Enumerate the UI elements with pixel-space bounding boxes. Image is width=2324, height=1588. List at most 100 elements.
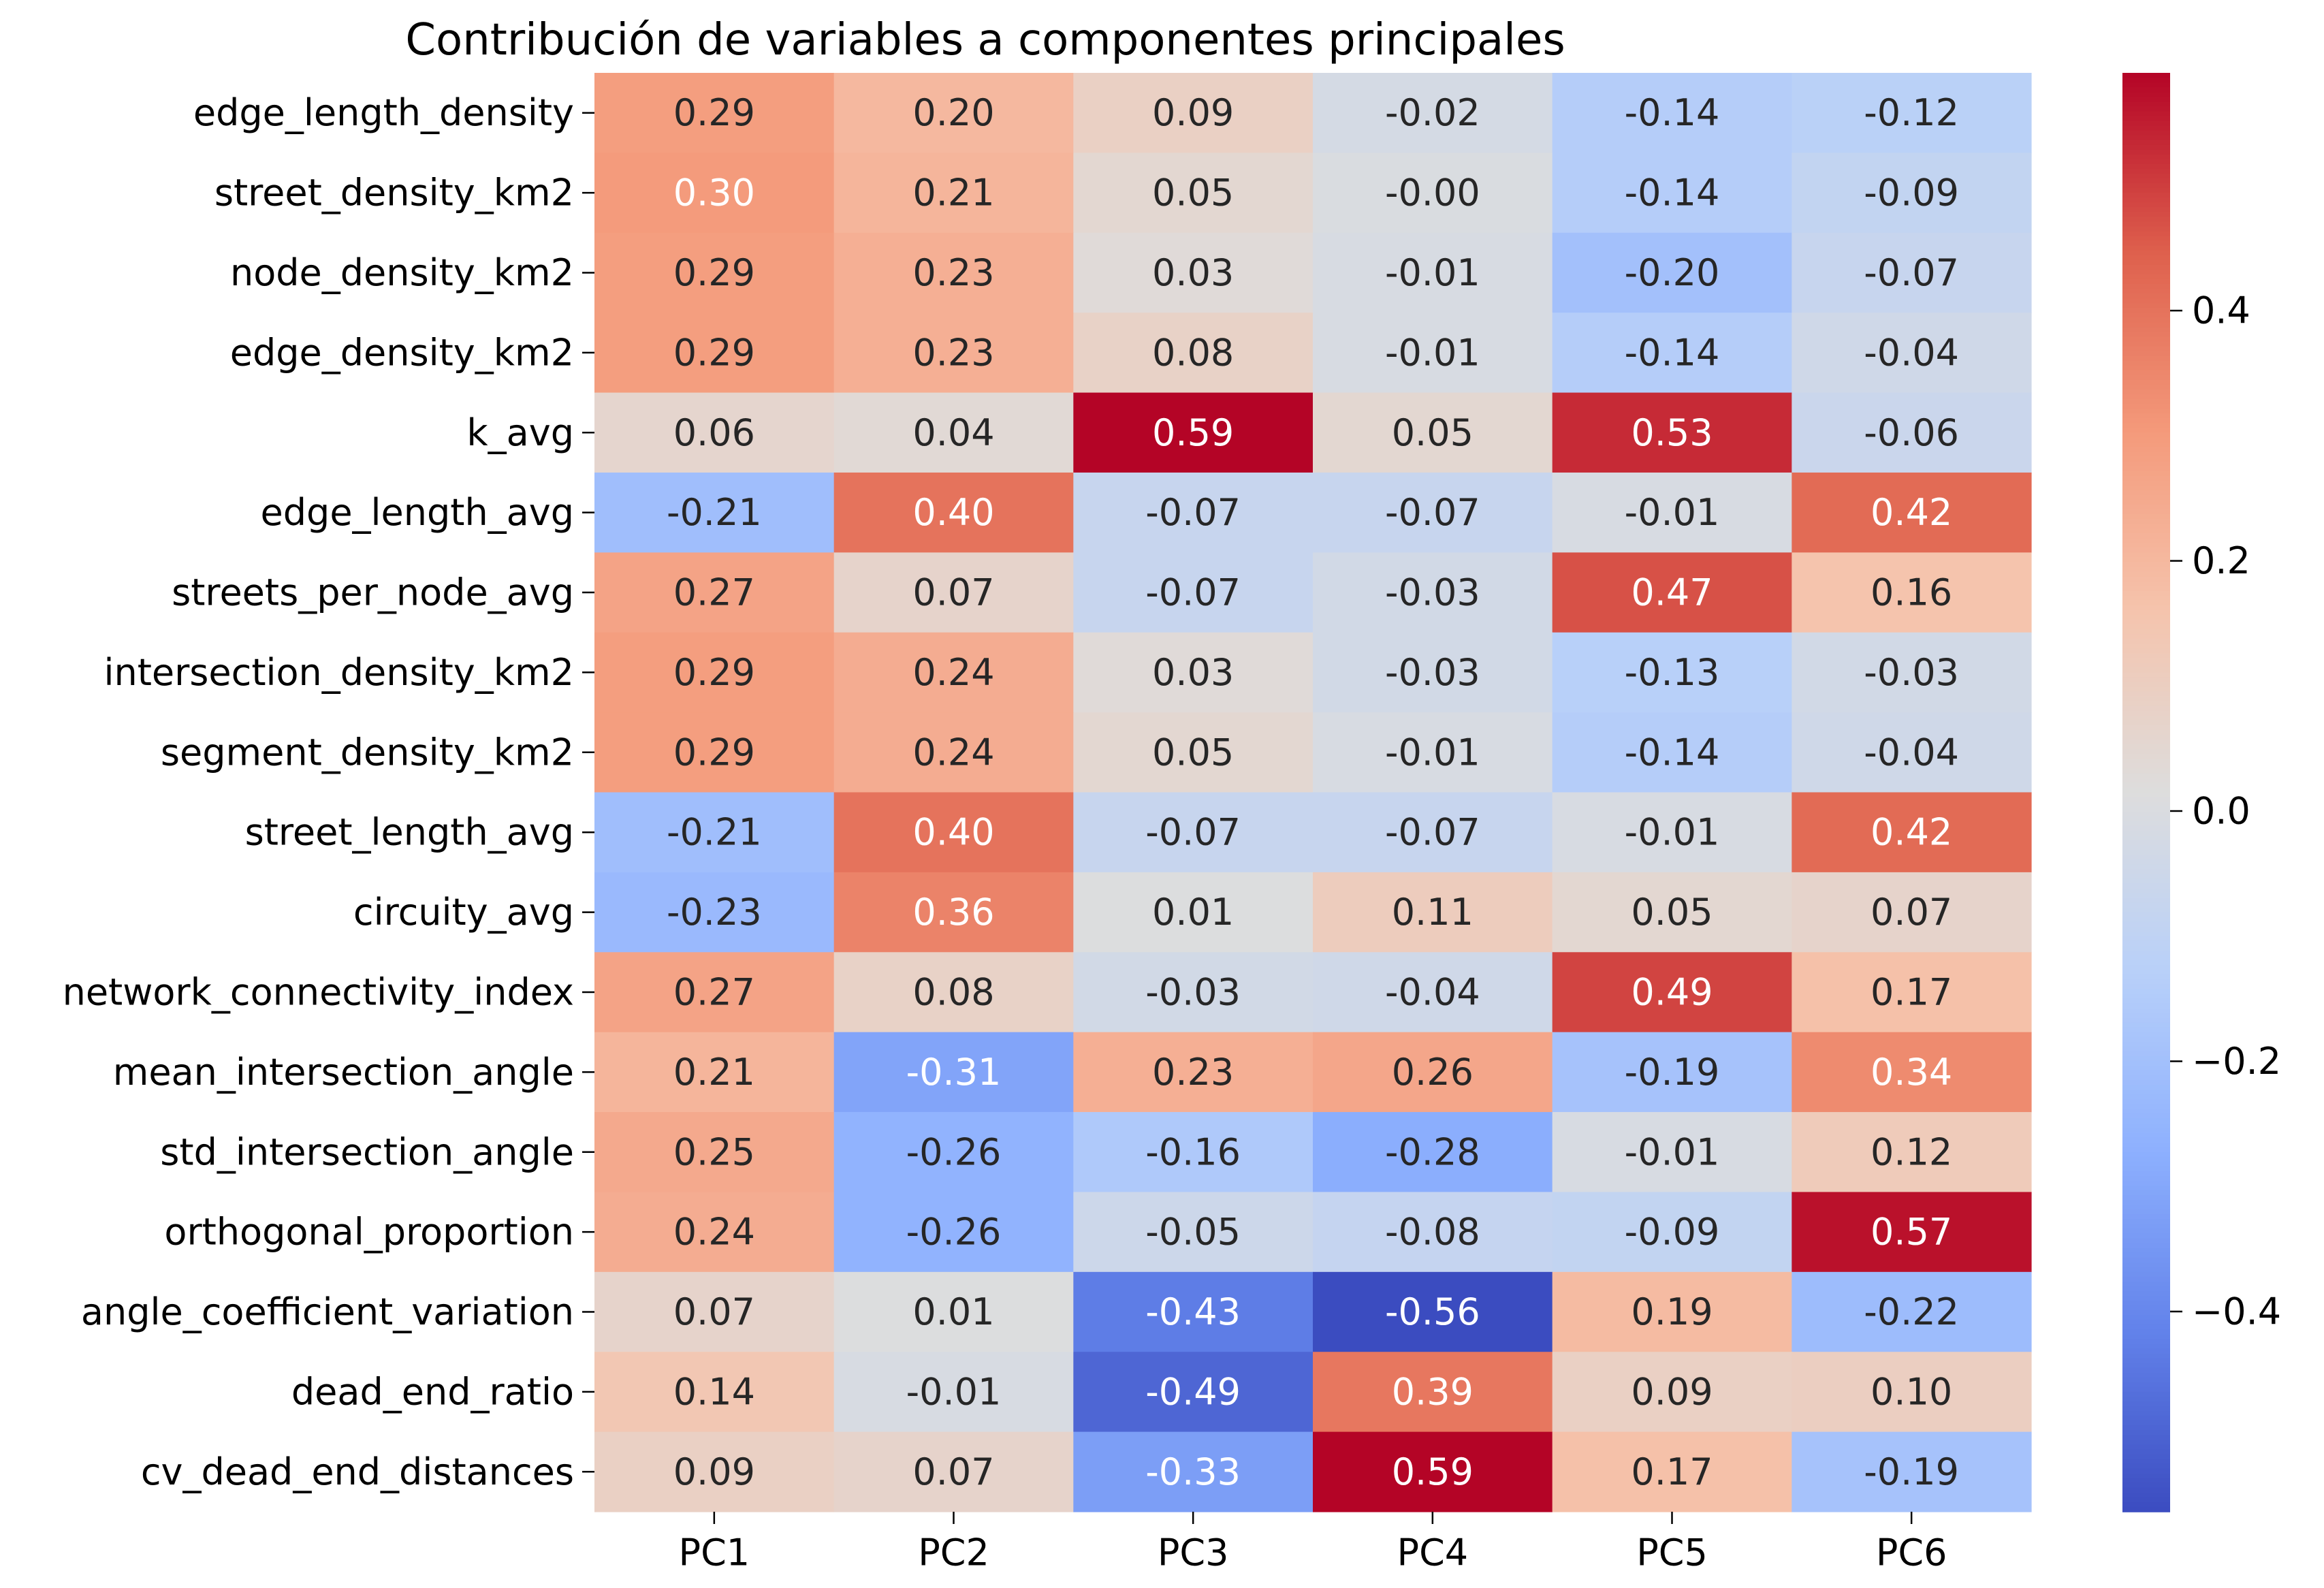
heatmap-cell — [833, 552, 1074, 633]
cell-value-label: -0.07 — [1145, 491, 1241, 534]
colorbar-tick-label: 0.0 — [2192, 790, 2250, 833]
heatmap-cell — [594, 1192, 835, 1273]
heatmap-cell — [594, 632, 835, 713]
colorbar-strip — [2122, 1132, 2170, 1139]
cell-value-label: 0.39 — [1392, 1370, 1474, 1413]
colorbar-strip — [2122, 1161, 2170, 1167]
colorbar-strip — [2122, 921, 2170, 927]
colorbar-strip — [2122, 475, 2170, 481]
row-label: mean_intersection_angle — [113, 1051, 574, 1094]
column-label: PC5 — [1636, 1531, 1708, 1574]
colorbar-strip — [2122, 729, 2170, 735]
colorbar-strip — [2122, 528, 2170, 534]
colorbar-strip — [2122, 1175, 2170, 1181]
colorbar-strip — [2122, 1041, 2170, 1047]
colorbar-strip — [2122, 1228, 2170, 1235]
colorbar-strip — [2122, 336, 2170, 343]
colorbar-strip — [2122, 1358, 2170, 1364]
colorbar-strip — [2122, 792, 2170, 798]
colorbar-strip — [2122, 1156, 2170, 1162]
cell-value-label: -0.05 — [1145, 1211, 1241, 1254]
colorbar-strip — [2122, 970, 2170, 975]
colorbar-strip — [2122, 1372, 2170, 1378]
colorbar-strip — [2122, 869, 2170, 875]
heatmap-cell — [594, 73, 835, 153]
heatmap-cell — [1792, 872, 2032, 953]
heatmap-cell — [1792, 1271, 2032, 1352]
row-label: angle_coefficient_variation — [81, 1290, 574, 1333]
colorbar-strip — [2122, 1017, 2170, 1023]
colorbar-strip — [2122, 524, 2170, 529]
colorbar-strip — [2122, 159, 2170, 165]
colorbar-strip — [2122, 830, 2170, 836]
colorbar-strip — [2122, 1171, 2170, 1177]
colorbar-strip — [2122, 456, 2170, 462]
cell-value-label: -0.20 — [1625, 251, 1720, 294]
colorbar-strip — [2122, 519, 2170, 524]
heatmap-cell — [1073, 1192, 1314, 1273]
colorbar-strip — [2122, 288, 2170, 294]
cell-value-label: 0.03 — [1152, 651, 1234, 694]
colorbar-strip — [2122, 782, 2170, 789]
colorbar-strip — [2122, 1075, 2170, 1081]
colorbar-strip — [2122, 87, 2170, 93]
colorbar-strip — [2122, 835, 2170, 841]
colorbar-tick-label: 0.4 — [2192, 289, 2250, 332]
column-label: PC2 — [918, 1531, 989, 1574]
colorbar-strip — [2122, 1262, 2170, 1268]
cell-value-label: 0.04 — [912, 411, 994, 454]
colorbar-strip — [2122, 1013, 2170, 1019]
heatmap-cell — [1552, 73, 1792, 153]
colorbar-strip — [2122, 998, 2170, 1004]
cell-value-label: 0.25 — [673, 1130, 755, 1173]
colorbar-strip — [2122, 413, 2170, 419]
colorbar-strip — [2122, 351, 2170, 357]
heatmap-cell — [594, 472, 835, 553]
colorbar-strip — [2122, 106, 2170, 112]
colorbar-strip — [2122, 955, 2170, 961]
cell-value-label: -0.12 — [1864, 91, 1959, 134]
colorbar-strip — [2122, 715, 2170, 721]
colorbar-strip — [2122, 1411, 2170, 1416]
colorbar-strip — [2122, 298, 2170, 304]
colorbar-strip — [2122, 844, 2170, 851]
colorbar-strip — [2122, 121, 2170, 127]
cell-value-label: -0.21 — [667, 811, 762, 854]
heatmap-cell — [1552, 632, 1792, 713]
colorbar-strip — [2122, 1420, 2170, 1427]
colorbar-strip — [2122, 1286, 2170, 1292]
colorbar-strip — [2122, 1363, 2170, 1369]
colorbar-strip — [2122, 926, 2170, 932]
row-label: edge_length_avg — [261, 491, 574, 534]
colorbar-strip — [2122, 92, 2170, 98]
heatmap-cells — [594, 73, 2032, 1512]
row-label: edge_density_km2 — [230, 331, 574, 374]
colorbar-strip — [2122, 1401, 2170, 1407]
colorbar-strip — [2122, 485, 2170, 491]
heatmap-cell — [594, 1352, 835, 1433]
column-label: PC4 — [1397, 1531, 1469, 1574]
heatmap-cell — [1073, 872, 1314, 953]
colorbar-strip — [2122, 1080, 2170, 1085]
heatmap-cell — [1792, 952, 2032, 1033]
colorbar-strip — [2122, 389, 2170, 395]
colorbar-strip — [2122, 821, 2170, 827]
colorbar-strip — [2122, 97, 2170, 103]
cell-value-label: 0.34 — [1871, 1051, 1952, 1094]
cell-value-label: -0.19 — [1625, 1051, 1720, 1094]
cell-value-label: 0.20 — [912, 91, 994, 134]
row-label: k_avg — [466, 411, 574, 454]
heatmap-cell — [1792, 472, 2032, 553]
colorbar-strip — [2122, 883, 2170, 889]
colorbar-strip — [2122, 878, 2170, 885]
cell-value-label: -0.16 — [1145, 1130, 1241, 1173]
colorbar-strip — [2122, 398, 2170, 404]
heatmap-cell — [1552, 1192, 1792, 1273]
colorbar-strip — [2122, 1128, 2170, 1134]
heatmap-cell — [833, 472, 1074, 553]
cell-value-label: -0.00 — [1385, 172, 1480, 215]
colorbar-strip — [2122, 341, 2170, 347]
heatmap-cell — [1792, 1352, 2032, 1433]
colorbar-strip — [2122, 428, 2170, 434]
